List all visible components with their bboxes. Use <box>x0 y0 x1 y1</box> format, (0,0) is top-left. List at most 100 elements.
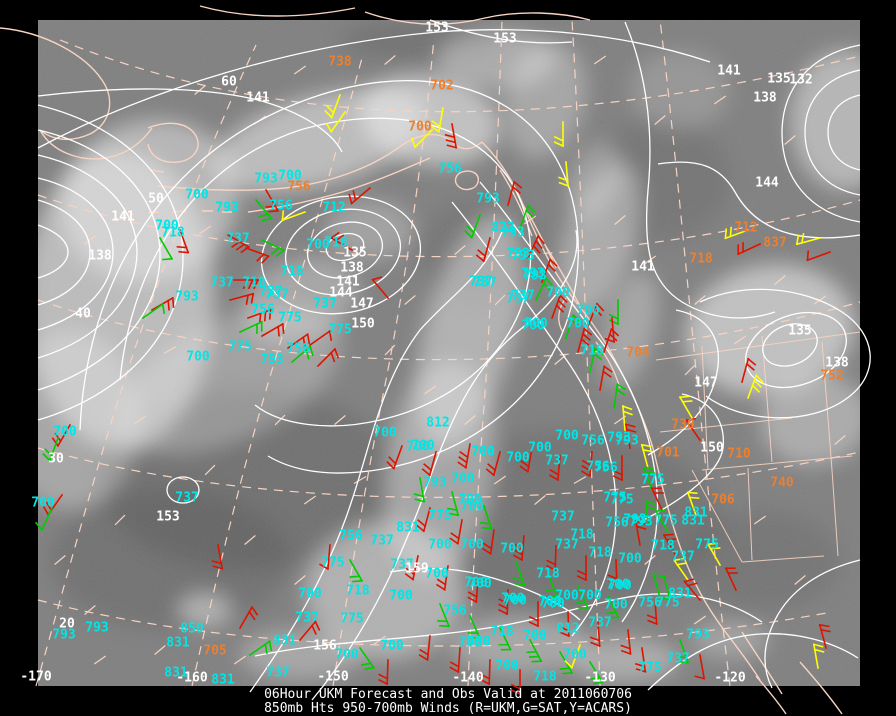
wind-barb-red <box>229 292 255 305</box>
contour-value-label: 144 <box>755 176 779 191</box>
wind-barb-green <box>588 660 604 685</box>
wind-barb-green <box>660 575 671 601</box>
wind-barb-red <box>298 620 321 642</box>
wind-barb-yellow <box>724 226 750 240</box>
station-height-label: 700 <box>604 598 628 613</box>
wind-barb-red <box>818 623 831 649</box>
wind-barb-red <box>550 294 568 320</box>
longitude-label: -170 <box>20 670 51 685</box>
station-height-label: 737 <box>469 275 492 290</box>
wind-barb-layer <box>34 93 832 696</box>
graticule-dash <box>353 475 367 485</box>
height-contour-layer <box>37 19 871 701</box>
wind-barb-yellow <box>640 443 653 469</box>
contour-value-label: 144 <box>329 286 353 301</box>
station-height-label: 793 <box>254 172 277 187</box>
wind-barb-red <box>624 423 637 449</box>
station-height-label: 718 <box>161 226 185 241</box>
border-line <box>741 555 825 563</box>
wind-barb-green <box>141 303 166 320</box>
station-height-label: 793 <box>52 628 75 643</box>
graticule-dash <box>423 385 437 395</box>
station-height-label: 793 <box>506 247 529 262</box>
wind-barb-red <box>589 621 601 647</box>
wind-barb-red <box>418 635 431 661</box>
wind-barb-green <box>254 198 273 222</box>
wind-barb-red <box>436 565 449 591</box>
station-height-label: 700 <box>618 552 642 567</box>
wind-barb-red <box>498 589 509 616</box>
graticule-dash <box>334 415 346 425</box>
station-height-label: 718 <box>588 546 612 561</box>
coastline <box>364 11 591 25</box>
wind-barb-red <box>449 647 461 674</box>
wind-barb-red <box>260 322 285 338</box>
coastline <box>247 157 431 213</box>
contour-value-label: 138 <box>340 261 364 276</box>
acars-height-label: 701 <box>656 446 680 461</box>
latitude-label-layer: 60 50 40 30 20 <box>48 75 237 632</box>
station-height-label: 737 <box>555 538 578 553</box>
wind-barb-green <box>498 626 512 651</box>
wind-barb-red <box>348 186 372 205</box>
wind-barb-red <box>526 235 546 260</box>
longitude-label: -120 <box>714 671 745 686</box>
wind-barb-green <box>545 572 559 598</box>
wind-barb-red <box>634 647 647 673</box>
coastline-layer <box>0 5 843 715</box>
wind-barb-yellow <box>410 128 434 149</box>
station-height-label: 718 <box>651 539 675 554</box>
wind-barb-red <box>513 535 525 562</box>
acars-height-label: 738 <box>328 55 352 70</box>
wind-barb-green <box>158 236 174 261</box>
contour-value-label: 153 <box>425 21 448 36</box>
wind-barb-green <box>564 314 582 340</box>
border-line <box>747 467 753 561</box>
station-height-label: 737 <box>370 534 393 549</box>
border-line <box>761 335 773 463</box>
contour-value-label: 132 <box>789 73 812 88</box>
graticule-dash <box>204 464 216 476</box>
wind-barb-green <box>676 638 690 664</box>
wind-barb-red <box>607 559 618 586</box>
station-height-label: 756 <box>586 460 610 475</box>
wind-barb-green <box>260 238 285 258</box>
station-height-label: 700 <box>524 317 548 332</box>
graticule-dash <box>114 514 126 526</box>
station-height-label: 700 <box>606 578 630 593</box>
station-height-label: 700 <box>566 317 590 332</box>
wind-barb-red <box>546 545 557 572</box>
station-height-label: 823 <box>491 221 514 236</box>
latitude-label: 40 <box>75 307 91 322</box>
graticule-dash <box>794 575 806 585</box>
station-height-label: 700 <box>53 425 77 440</box>
station-height-label: 700 <box>468 577 492 592</box>
border-line <box>659 417 793 433</box>
station-height-label: 718 <box>490 625 514 640</box>
station-height-label: 793 <box>501 226 524 241</box>
station-height-label: 756 <box>438 162 462 177</box>
wind-barb-green <box>644 500 656 526</box>
station-height-label: 700 <box>460 538 484 553</box>
coastline <box>741 631 843 715</box>
graticule-dash <box>643 255 657 265</box>
wind-barb-yellow <box>678 395 694 420</box>
contour-value-label: 141 <box>111 210 135 225</box>
wind-barb-red <box>264 188 280 213</box>
wind-barb-green <box>42 436 60 462</box>
station-height-label: 831 <box>681 514 705 529</box>
height-contour <box>827 94 861 171</box>
station-height-label: 831 <box>211 673 235 688</box>
wind-barb-red <box>694 654 706 680</box>
wind-barb-red <box>540 258 558 284</box>
station-height-label: 700 <box>428 538 452 553</box>
wind-barb-red <box>246 308 272 324</box>
height-contour <box>764 559 861 689</box>
wind-barb-red <box>316 347 340 368</box>
contour-value-label: 153 <box>493 32 516 47</box>
wind-barb-red <box>482 529 495 555</box>
station-height-label: 812 <box>556 622 579 637</box>
height-contour <box>429 19 573 44</box>
station-height-label: 756 <box>251 303 275 318</box>
